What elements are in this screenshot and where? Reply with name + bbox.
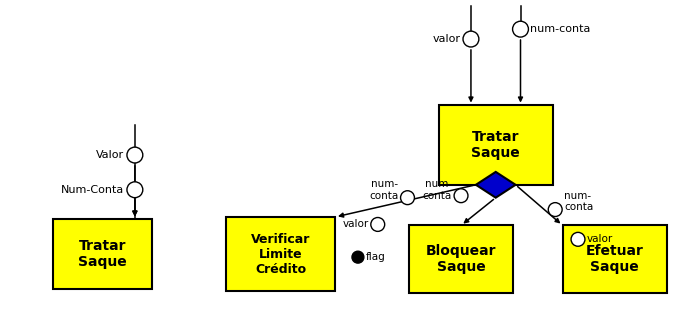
Circle shape (454, 189, 468, 203)
Circle shape (352, 251, 364, 263)
Circle shape (127, 182, 143, 198)
Bar (226, 217, 335, 291)
Bar (563, 225, 667, 293)
Text: valor: valor (587, 234, 613, 244)
Text: Efetuar
Saque: Efetuar Saque (586, 244, 644, 274)
Circle shape (548, 203, 562, 216)
Text: Tratar
Saque: Tratar Saque (471, 130, 520, 160)
Bar (439, 106, 553, 185)
Bar (409, 225, 513, 293)
Text: Tratar
Saque: Tratar Saque (78, 239, 127, 269)
Polygon shape (476, 172, 516, 198)
Text: Valor: Valor (96, 150, 124, 160)
Text: num-
conta: num- conta (423, 179, 452, 201)
Text: num-conta: num-conta (531, 24, 591, 34)
Circle shape (512, 21, 528, 37)
Text: valor: valor (433, 34, 461, 44)
Bar (52, 220, 152, 289)
Text: Verificar
Limite
Crédito: Verificar Limite Crédito (251, 233, 310, 276)
Circle shape (401, 191, 415, 204)
Text: flag: flag (366, 252, 386, 262)
Text: num-
conta: num- conta (564, 191, 593, 213)
Circle shape (571, 232, 585, 246)
Text: valor: valor (343, 220, 369, 230)
Text: Num-Conta: Num-Conta (61, 185, 124, 195)
Circle shape (127, 147, 143, 163)
Circle shape (370, 218, 384, 231)
Text: Bloquear
Saque: Bloquear Saque (426, 244, 496, 274)
Circle shape (463, 31, 479, 47)
Text: num-
conta: num- conta (369, 179, 398, 201)
